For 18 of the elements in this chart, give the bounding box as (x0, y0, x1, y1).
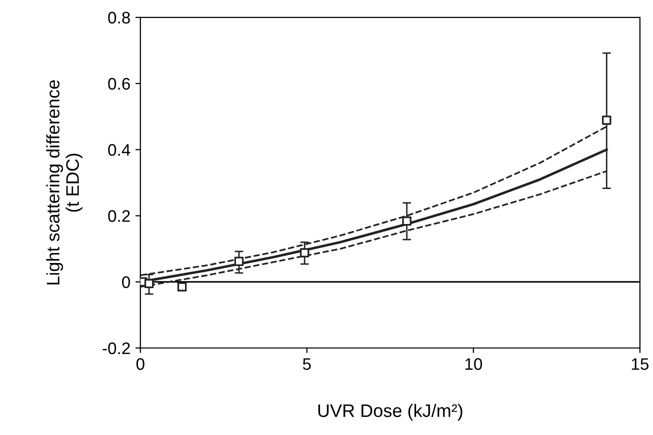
y-tick-label: 0.6 (108, 78, 130, 90)
y-axis-title: Light scattering difference (t EDC) (46, 80, 83, 284)
y-tick-label: 0.2 (108, 210, 130, 222)
point (234, 256, 244, 266)
point (602, 116, 612, 125)
x-tick-label: 15 (632, 358, 649, 370)
y-tick-label: -0.2 (102, 342, 130, 354)
point (144, 278, 154, 288)
x-tick-label: 10 (465, 358, 482, 370)
x-tick-label: 5 (302, 358, 311, 370)
point (402, 216, 412, 226)
point (300, 248, 310, 258)
y-tick-label: 0.8 (108, 12, 130, 24)
point (177, 282, 187, 292)
x-axis-title: UVR Dose (kJ/m²) (318, 404, 462, 421)
x-tick-label: 0 (136, 358, 144, 370)
y-tick-label: 0.4 (108, 144, 130, 156)
y-tick-label: 0 (122, 276, 130, 288)
